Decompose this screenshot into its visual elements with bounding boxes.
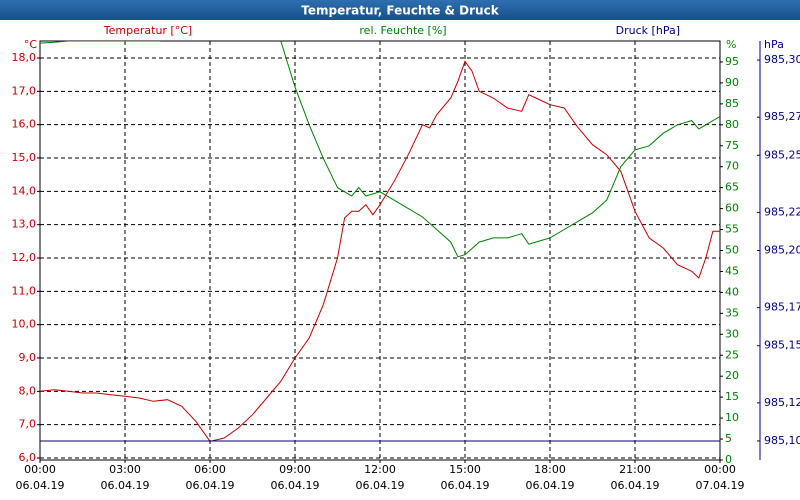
x-tick-label: 03:00 06.04.19 bbox=[100, 463, 150, 492]
y2-tick-label: 60 bbox=[725, 202, 739, 215]
y2-tick-label: 70 bbox=[725, 160, 739, 173]
plot-area bbox=[39, 40, 721, 461]
y-tick-label: 15,0 bbox=[12, 151, 37, 164]
y-tick-label: 18,0 bbox=[12, 51, 37, 64]
y-tick-label: 6,0 bbox=[19, 451, 37, 464]
title-bar bbox=[0, 0, 800, 20]
y2-tick-label: 50 bbox=[725, 244, 739, 257]
y2-tick-label: 10 bbox=[725, 411, 739, 424]
y-tick-label: 14,0 bbox=[12, 184, 37, 197]
y2-tick-label: 45 bbox=[725, 264, 739, 277]
y-tick-label: 12,0 bbox=[12, 251, 37, 264]
y3-tick-label: 985,10 bbox=[764, 434, 800, 447]
y-axis-unit: °C bbox=[24, 38, 38, 51]
y2-tick-label: 75 bbox=[725, 139, 739, 152]
y2-tick-label: 55 bbox=[725, 223, 739, 236]
y-tick-label: 11,0 bbox=[12, 284, 37, 297]
y-tick-label: 13,0 bbox=[12, 218, 37, 231]
y3-tick-label: 985,30 bbox=[764, 53, 800, 66]
x-tick-label: 06:00 06.04.19 bbox=[185, 463, 235, 492]
y-tick-label: 9,0 bbox=[19, 351, 37, 364]
y3-axis-unit: hPa bbox=[764, 38, 784, 51]
y3-tick-label: 985,22 bbox=[764, 205, 800, 218]
y2-tick-label: 80 bbox=[725, 118, 739, 131]
y2-tick-label: 20 bbox=[725, 369, 739, 382]
y3-tick-label: 985,20 bbox=[764, 244, 800, 257]
y2-tick-label: 90 bbox=[725, 76, 739, 89]
y3-tick-label: 985,25 bbox=[764, 148, 800, 161]
y2-tick-label: 95 bbox=[725, 55, 739, 68]
y2-axis-unit: % bbox=[726, 38, 736, 51]
y2-tick-label: 5 bbox=[725, 432, 732, 445]
x-tick-label: 21:00 06.04.19 bbox=[610, 463, 660, 492]
y-tick-label: 10,0 bbox=[12, 318, 37, 331]
x-tick-label: 12:00 06.04.19 bbox=[355, 463, 405, 492]
chart-title: Temperatur, Feuchte & Druck bbox=[301, 4, 499, 18]
x-tick-label: 00:00 06.04.19 bbox=[15, 463, 65, 492]
x-tick-label: 09:00 06.04.19 bbox=[270, 463, 320, 492]
y3-tick-label: 985,27 bbox=[764, 110, 800, 123]
y2-tick-label: 25 bbox=[725, 348, 739, 361]
y-tick-label: 16,0 bbox=[12, 118, 37, 131]
x-tick-label: 15:00 06.04.19 bbox=[440, 463, 490, 492]
y-tick-label: 17,0 bbox=[12, 84, 37, 97]
x-tick-label: 00:00 07.04.19 bbox=[695, 463, 745, 492]
legend-label: Temperatur [°C] bbox=[103, 24, 192, 37]
legend-label: rel. Feuchte [%] bbox=[359, 24, 446, 37]
y-tick-label: 8,0 bbox=[19, 384, 37, 397]
y2-tick-label: 35 bbox=[725, 306, 739, 319]
y2-tick-label: 30 bbox=[725, 327, 739, 340]
series-line bbox=[40, 60, 720, 442]
y2-tick-label: 0 bbox=[725, 453, 732, 466]
y2-tick-label: 65 bbox=[725, 181, 739, 194]
y3-tick-label: 985,12 bbox=[764, 396, 800, 409]
y2-tick-label: 40 bbox=[725, 285, 739, 298]
y3-tick-label: 985,17 bbox=[764, 301, 800, 314]
y-tick-label: 7,0 bbox=[19, 418, 37, 431]
legend-label: Druck [hPa] bbox=[616, 24, 680, 37]
y2-tick-label: 15 bbox=[725, 390, 739, 403]
x-tick-label: 18:00 06.04.19 bbox=[525, 463, 575, 492]
y3-tick-label: 985,15 bbox=[764, 339, 800, 352]
y2-tick-label: 85 bbox=[725, 97, 739, 110]
series-line bbox=[40, 41, 720, 258]
